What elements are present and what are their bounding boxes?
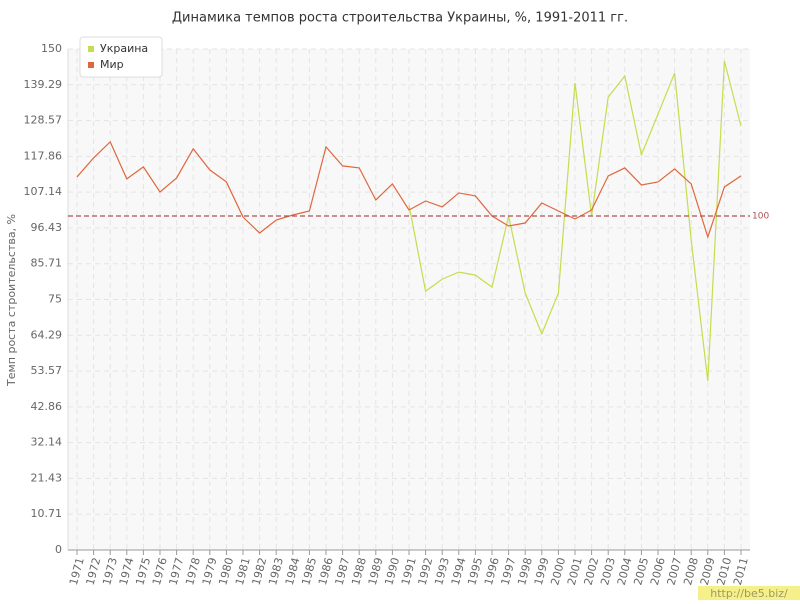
y-tick-label: 75: [48, 293, 62, 306]
series-line: [76, 140, 742, 239]
y-tick-label: 128.57: [24, 114, 63, 127]
legend-label: Украина: [100, 42, 148, 55]
watermark: http://be5.biz/: [710, 587, 788, 600]
legend-label: Мир: [100, 58, 124, 71]
legend-box: [79, 36, 163, 78]
y-tick-label: 96.43: [31, 221, 63, 234]
watermark-bg: [698, 586, 800, 600]
y-tick-label: 32.14: [31, 436, 63, 449]
series-line: [408, 60, 742, 382]
y-tick-label: 150: [41, 42, 62, 55]
y-tick-label: 10.71: [31, 507, 63, 520]
y-tick-label: 21.43: [31, 471, 63, 484]
chart-title: Динамика темпов роста строительства Укра…: [172, 11, 628, 26]
legend-swatch: [88, 62, 94, 68]
y-tick-label: 117.86: [24, 149, 63, 162]
y-axis-label: Темп роста строительства, %: [5, 214, 18, 387]
y-tick-label: 64.29: [31, 328, 63, 341]
y-tick-label: 42.86: [31, 400, 63, 413]
y-tick-label: 0: [55, 543, 62, 556]
y-tick-label: 85.71: [31, 257, 63, 270]
y-tick-label: 107.14: [24, 185, 63, 198]
y-tick-label: 139.29: [24, 78, 63, 91]
reference-label: 100: [752, 212, 769, 222]
legend-swatch: [88, 46, 94, 52]
y-tick-label: 53.57: [31, 364, 63, 377]
x-tick-label: 2011: [731, 556, 751, 586]
